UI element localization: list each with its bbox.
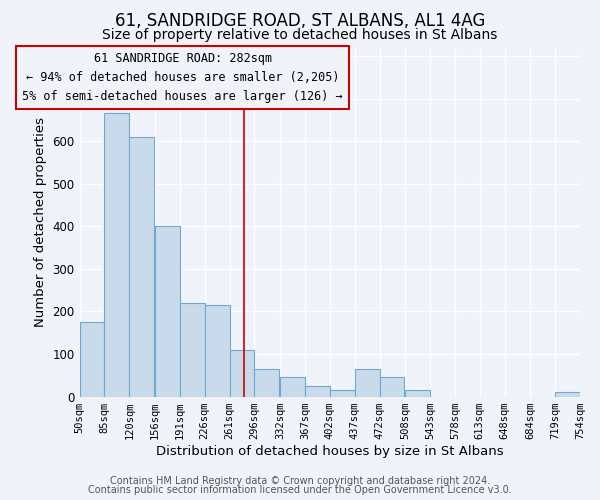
Bar <box>380 378 404 396</box>
Bar <box>254 369 279 396</box>
Text: 61 SANDRIDGE ROAD: 282sqm
← 94% of detached houses are smaller (2,205)
5% of sem: 61 SANDRIDGE ROAD: 282sqm ← 94% of detac… <box>22 52 343 103</box>
Text: 61, SANDRIDGE ROAD, ST ALBANS, AL1 4AG: 61, SANDRIDGE ROAD, ST ALBANS, AL1 4AG <box>115 12 485 30</box>
Y-axis label: Number of detached properties: Number of detached properties <box>34 117 47 327</box>
Bar <box>104 114 130 397</box>
Bar <box>230 350 254 397</box>
Text: Contains HM Land Registry data © Crown copyright and database right 2024.: Contains HM Land Registry data © Crown c… <box>110 476 490 486</box>
Bar <box>330 390 355 396</box>
Bar <box>130 137 154 396</box>
Bar <box>355 369 380 396</box>
X-axis label: Distribution of detached houses by size in St Albans: Distribution of detached houses by size … <box>156 444 503 458</box>
Bar <box>155 226 180 396</box>
Bar <box>555 392 580 396</box>
Bar <box>280 378 305 396</box>
Text: Size of property relative to detached houses in St Albans: Size of property relative to detached ho… <box>103 28 497 42</box>
Bar <box>80 322 104 396</box>
Bar <box>305 386 330 396</box>
Bar <box>205 305 230 396</box>
Bar <box>180 303 205 396</box>
Text: Contains public sector information licensed under the Open Government Licence v3: Contains public sector information licen… <box>88 485 512 495</box>
Bar <box>405 390 430 396</box>
